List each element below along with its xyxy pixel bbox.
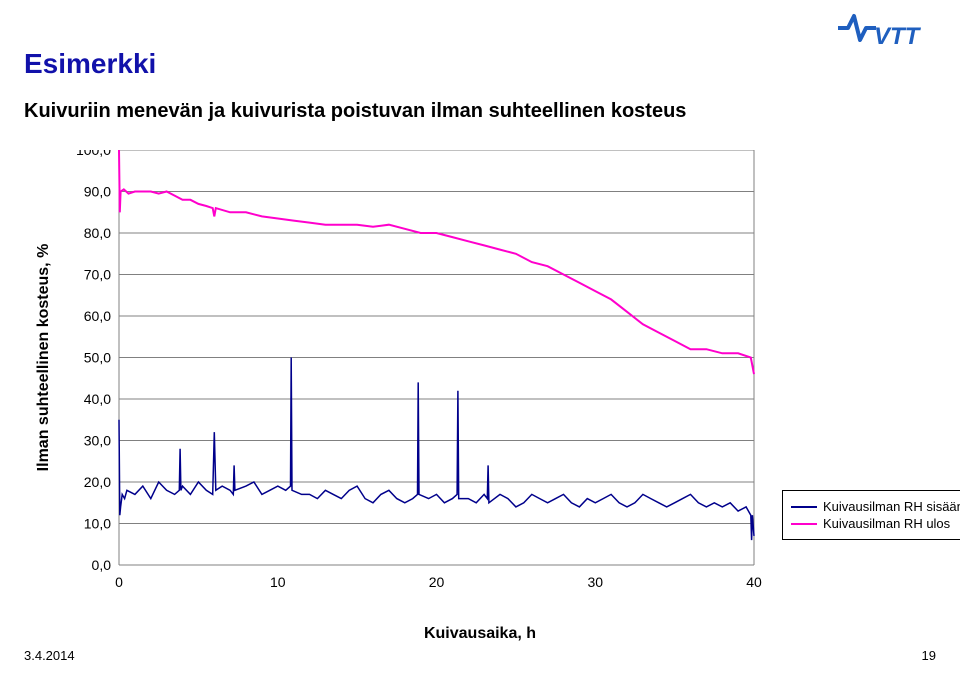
legend-swatch — [791, 523, 817, 525]
svg-text:20,0: 20,0 — [84, 474, 111, 490]
svg-text:20: 20 — [429, 574, 445, 590]
vtt-logo: VTT — [836, 8, 936, 53]
chart-container: 0,0 10,0 20,0 30,0 40,0 50,0 60,0 70,0 80,0 90,0 1… — [24, 150, 936, 620]
svg-text:80,0: 80,0 — [84, 225, 111, 241]
svg-text:0,0: 0,0 — [92, 557, 112, 573]
legend-row: Kuivausilman RH ulos — [791, 516, 960, 531]
svg-text:100,0: 100,0 — [76, 150, 111, 158]
svg-text:40: 40 — [746, 574, 762, 590]
page-root: VTT Esimerkki Kuivuriin menevän ja kuivu… — [0, 0, 960, 673]
y-axis-label: Ilman suhteellinen kosteus, % — [35, 244, 52, 472]
svg-text:10: 10 — [270, 574, 286, 590]
svg-text:90,0: 90,0 — [84, 184, 111, 200]
page-title: Esimerkki — [24, 48, 156, 80]
svg-text:30,0: 30,0 — [84, 433, 111, 449]
legend-row: Kuivausilman RH sisään — [791, 499, 960, 514]
svg-text:40,0: 40,0 — [84, 391, 111, 407]
svg-text:50,0: 50,0 — [84, 350, 111, 366]
logo-text: VTT — [874, 23, 922, 48]
svg-text:10,0: 10,0 — [84, 516, 111, 532]
svg-text:30: 30 — [587, 574, 603, 590]
footer-date: 3.4.2014 — [24, 648, 75, 663]
x-axis-label: Kuivausaika, h — [0, 625, 960, 643]
footer-page-number: 19 — [922, 648, 936, 663]
svg-text:70,0: 70,0 — [84, 267, 111, 283]
chart-svg: 0,0 10,0 20,0 30,0 40,0 50,0 60,0 70,0 80,0 90,0 1… — [24, 150, 936, 620]
legend-label: Kuivausilman RH sisään — [823, 499, 960, 514]
legend-label: Kuivausilman RH ulos — [823, 516, 950, 531]
svg-text:0: 0 — [115, 574, 123, 590]
page-subtitle: Kuivuriin menevän ja kuivurista poistuva… — [24, 100, 686, 123]
legend-swatch — [791, 506, 817, 508]
legend: Kuivausilman RH sisään Kuivausilman RH u… — [782, 490, 960, 540]
svg-text:60,0: 60,0 — [84, 308, 111, 324]
